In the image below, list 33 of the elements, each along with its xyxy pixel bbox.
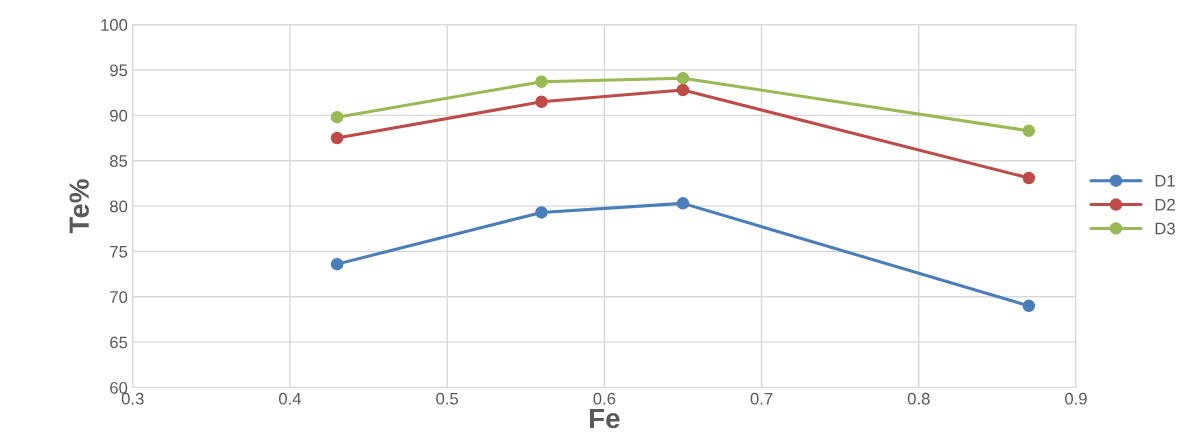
legend-label: D3	[1155, 222, 1175, 235]
x-tick-label: 0.7	[750, 392, 773, 405]
point	[1022, 171, 1036, 185]
point	[330, 131, 344, 145]
x-tick-label: 0.3	[121, 392, 144, 405]
point	[676, 71, 690, 85]
x-tick-label: 0.9	[1065, 392, 1087, 405]
x-tick-label: 0.8	[907, 392, 930, 405]
point	[535, 95, 548, 109]
x-tick-label: 0.4	[279, 392, 302, 405]
y-tick-label: 65	[110, 336, 128, 349]
point	[330, 110, 344, 124]
point	[535, 75, 548, 89]
point	[676, 197, 690, 210]
y-axis-title: Te%	[69, 179, 90, 234]
y-tick-label: 60	[110, 381, 128, 394]
point	[1022, 124, 1036, 138]
y-tick-label: 75	[110, 246, 128, 258]
y-tick-label: 90	[110, 109, 128, 122]
point	[676, 83, 690, 97]
x-tick-label: 0.6	[593, 392, 616, 405]
point	[1022, 299, 1036, 313]
y-tick-label: 80	[110, 200, 128, 213]
y-tick-label: 100	[101, 19, 128, 31]
legend-label: D1	[1155, 175, 1175, 187]
x-tick-label: 0.5	[436, 392, 459, 405]
point	[535, 206, 548, 219]
y-tick-label: 70	[110, 291, 128, 303]
y-tick-label: 85	[110, 155, 128, 167]
legend-label: D2	[1155, 198, 1175, 211]
y-tick-label: 95	[110, 64, 128, 77]
point	[330, 257, 344, 271]
x-axis-title: Fe	[590, 408, 620, 429]
